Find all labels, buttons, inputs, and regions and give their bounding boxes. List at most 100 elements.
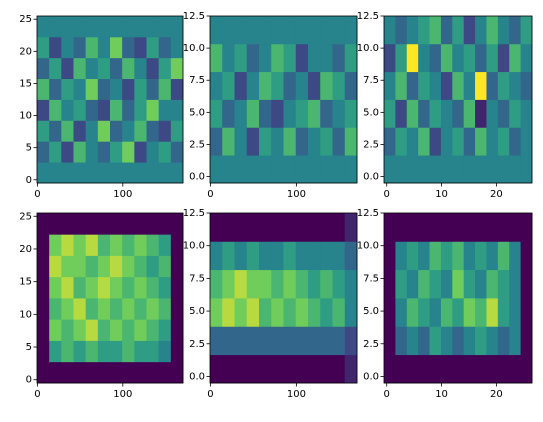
heatmap-cell [134, 340, 147, 363]
y-tick-label: 20 [19, 244, 32, 255]
heatmap-cell [497, 354, 510, 384]
heatmap-cell [49, 340, 62, 363]
heatmap-cell [158, 276, 172, 299]
heatmap-cell [344, 99, 358, 128]
heatmap-cell [295, 155, 309, 184]
heatmap-cell [61, 255, 74, 278]
heatmap-cell [222, 16, 235, 45]
heatmap-cell [210, 71, 223, 100]
heatmap-cell [429, 155, 442, 184]
heatmap-cell [37, 255, 50, 278]
y-tick-label: 5.0 [363, 107, 379, 118]
heatmap-cell [295, 326, 309, 356]
heatmap-cell [344, 326, 358, 356]
heatmap-cell [97, 16, 111, 38]
heatmap-cell [146, 120, 160, 142]
heatmap-cell [85, 162, 99, 184]
heatmap-cell [146, 255, 160, 278]
heatmap-cell [320, 43, 333, 73]
heatmap-cell [463, 16, 476, 45]
heatmap-cell [110, 276, 123, 299]
heatmap-cell [37, 141, 50, 163]
heatmap-cell [246, 354, 260, 384]
heatmap-cell [308, 213, 321, 242]
heatmap-cell [170, 298, 184, 320]
heatmap-cell [170, 99, 184, 121]
heatmap-cell [61, 141, 74, 163]
heatmap-cell [49, 57, 62, 80]
heatmap-cell [73, 141, 87, 163]
heatmap-cell [395, 354, 408, 384]
heatmap-cell [222, 43, 235, 73]
heatmap-cell [332, 241, 346, 271]
heatmap-cell [429, 269, 442, 299]
heatmap-cell [475, 16, 487, 45]
heatmap-cell [85, 36, 99, 59]
heatmap-cell [475, 43, 487, 73]
heatmap-cell [463, 326, 476, 356]
heatmap-cell [308, 127, 321, 156]
y-tick-label: 5 [26, 342, 32, 353]
heatmap-cell [110, 36, 123, 59]
heatmap-cell [110, 16, 123, 38]
heatmap-cell [85, 120, 99, 142]
heatmap-cell [452, 354, 465, 384]
heatmap-cell [295, 16, 309, 45]
heatmap-cell [73, 120, 87, 142]
heatmap-cell [122, 340, 135, 363]
y-tick-label: 10 [19, 111, 32, 122]
heatmap-cell [61, 78, 74, 100]
heatmap-cell [283, 298, 297, 327]
heatmap-cell [61, 16, 74, 38]
heatmap-cell [320, 71, 333, 100]
heatmap-cell [486, 99, 499, 128]
heatmap-cell [37, 162, 50, 184]
heatmap-cell [210, 241, 223, 271]
y-tick-label: 12.5 [357, 208, 379, 219]
heatmap-cell [222, 298, 235, 327]
heatmap-cell [418, 43, 430, 73]
x-tick-label: 0 [384, 389, 390, 400]
heatmap-cell [158, 78, 172, 100]
heatmap-cell [308, 16, 321, 45]
heatmap-cell [259, 16, 272, 45]
heatmap-cell [452, 241, 465, 271]
heatmap-cell [97, 340, 111, 363]
heatmap-cell [234, 127, 248, 156]
heatmap-cell [308, 71, 321, 100]
heatmap-cell [73, 78, 87, 100]
heatmap-cell [486, 213, 499, 242]
heatmap-cell [134, 120, 147, 142]
heatmap-cell [320, 241, 333, 271]
heatmap-cell [384, 326, 396, 356]
heatmap-cell [97, 234, 111, 256]
heatmap-cell [395, 43, 408, 73]
heatmap-cell [440, 354, 453, 384]
heatmap-cell [440, 269, 453, 299]
heatmap-cell [73, 57, 87, 80]
heatmap-cell [271, 127, 284, 156]
heatmap-cell [73, 340, 87, 363]
heatmap-cell [452, 16, 465, 45]
heatmap-cell [308, 269, 321, 299]
heatmap-cell [37, 340, 50, 363]
heatmap-cell [122, 298, 135, 320]
x-tick-label: 0 [34, 189, 40, 200]
heatmap-cell [452, 269, 465, 299]
heatmap-cell [418, 213, 430, 242]
heatmap-cell [49, 213, 62, 235]
heatmap-cell [134, 255, 147, 278]
heatmap-cell [463, 241, 476, 271]
heatmap-cell [452, 326, 465, 356]
heatmap-cell [222, 155, 235, 184]
heatmap-cell [37, 57, 50, 80]
y-tick-label: 12.5 [357, 11, 379, 22]
heatmap-cell [320, 155, 333, 184]
heatmap-cell [210, 213, 223, 242]
heatmap-cell [384, 43, 396, 73]
heatmap-cell [440, 71, 453, 100]
heatmap-cell [418, 269, 430, 299]
heatmap-cell [429, 326, 442, 356]
heatmap-cell [384, 155, 396, 184]
heatmap-cell [295, 298, 309, 327]
